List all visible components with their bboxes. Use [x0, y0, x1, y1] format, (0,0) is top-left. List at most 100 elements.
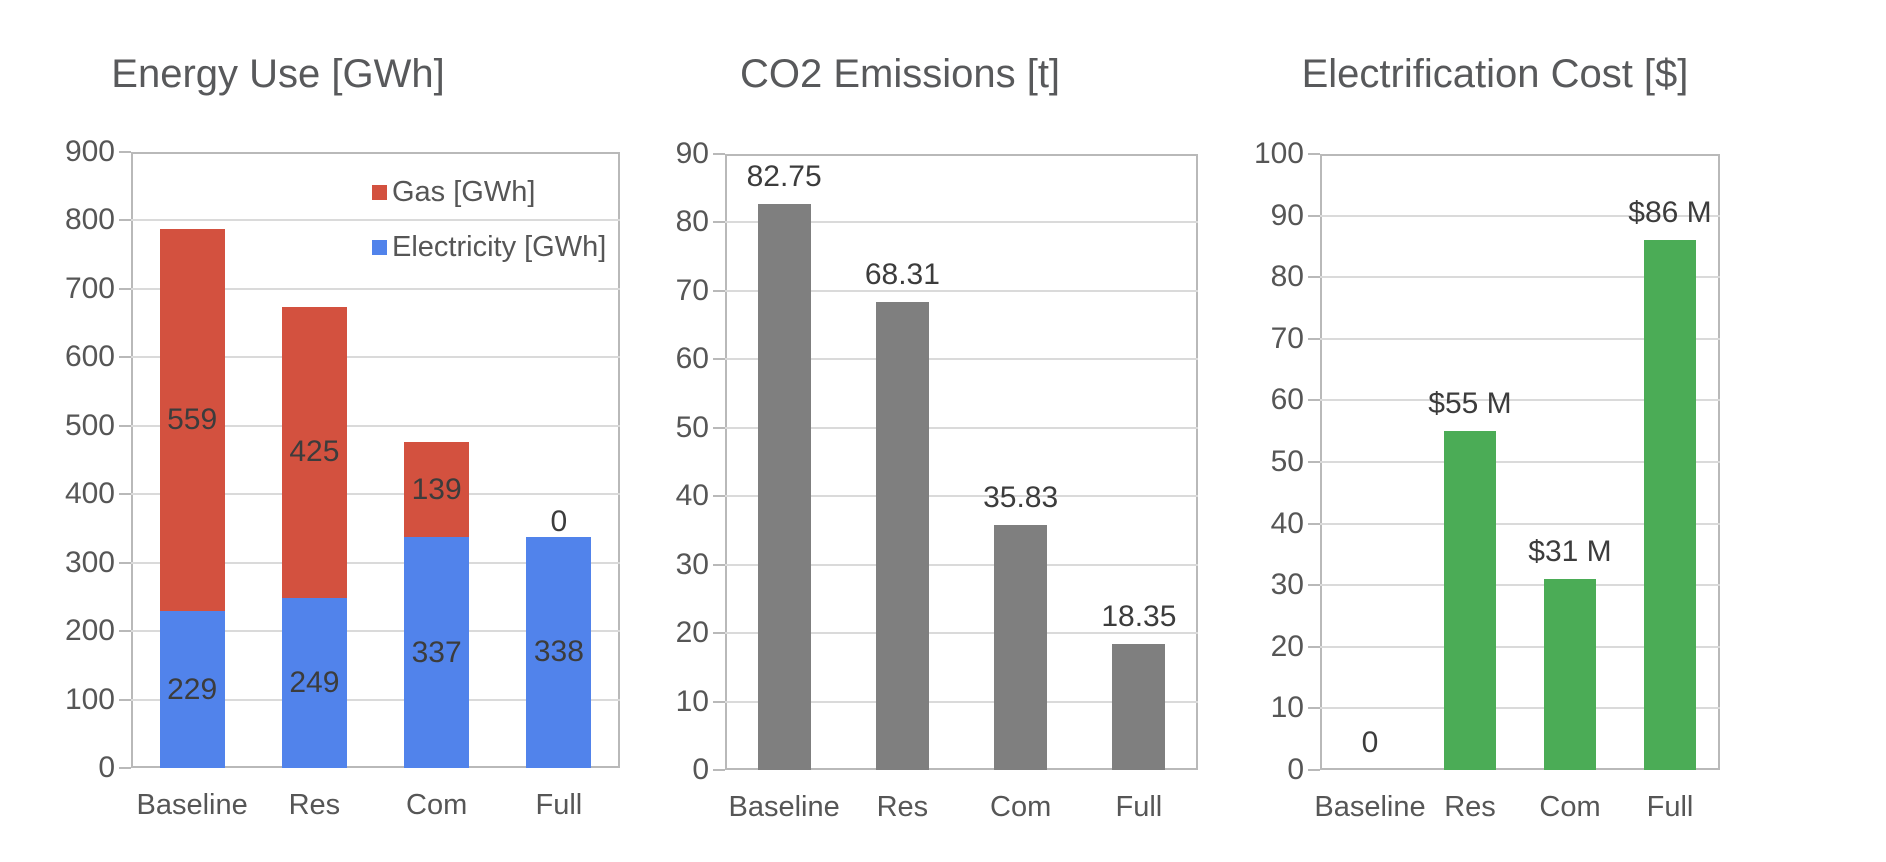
gridline	[725, 700, 1198, 703]
gridline	[1320, 399, 1720, 402]
y-axis-label: 70	[675, 273, 709, 307]
y-axis-label: 500	[64, 408, 115, 442]
y-axis-tick	[713, 221, 725, 224]
bar-value-label: $55 M	[1428, 387, 1512, 421]
x-axis-label: Res	[1444, 791, 1496, 823]
y-axis-tick	[1308, 214, 1320, 217]
bar-value-label: $86 M	[1628, 196, 1712, 230]
y-axis-tick	[1308, 522, 1320, 525]
gridline	[1320, 645, 1720, 648]
y-axis-label: 50	[675, 410, 709, 444]
gridline	[1320, 337, 1720, 340]
x-axis-label: Com	[406, 789, 468, 821]
gridline	[725, 289, 1198, 292]
x-axis-label: Full	[535, 789, 583, 821]
bar-segment	[1112, 644, 1166, 770]
gridline	[1320, 214, 1720, 217]
y-axis-label: 400	[64, 477, 115, 511]
bar-value-label: 82.75	[746, 159, 822, 193]
y-axis-label: 700	[64, 271, 115, 305]
gridline	[1320, 276, 1720, 279]
segment-value-label: 337	[411, 635, 462, 669]
chart-title-co2-emissions: CO2 Emissions [t]	[739, 52, 1061, 96]
gridline	[131, 287, 620, 290]
y-axis-tick	[713, 769, 725, 771]
y-axis-label: 10	[675, 684, 709, 718]
x-axis-label: Baseline	[1314, 791, 1426, 823]
segment-value-label: 139	[411, 472, 462, 506]
x-axis-label: Com	[990, 791, 1052, 823]
x-axis-label: Full	[1115, 791, 1163, 823]
gridline	[131, 493, 620, 496]
gridline	[725, 495, 1198, 498]
plot-area	[131, 152, 620, 768]
bar-value-label: 35.83	[983, 480, 1059, 514]
bar-segment	[1644, 240, 1696, 770]
bar-segment	[281, 306, 347, 598]
legend-label: Gas [GWh]	[392, 176, 536, 208]
bar-segment	[159, 611, 225, 768]
x-axis-label: Full	[1646, 791, 1694, 823]
x-axis-label: Res	[288, 789, 341, 821]
y-axis-label: 80	[1270, 260, 1304, 294]
y-axis-tick	[1308, 769, 1320, 771]
y-axis-label: 200	[64, 614, 115, 648]
legend-swatch	[372, 240, 387, 255]
y-axis-tick	[1308, 584, 1320, 587]
y-axis-tick	[713, 632, 725, 635]
legend-swatch	[372, 185, 387, 200]
bar-value-label: 18.35	[1101, 600, 1177, 634]
legend-label: Electricity [GWh]	[392, 231, 607, 263]
y-axis-label: 300	[64, 545, 115, 579]
gridline	[131, 630, 620, 633]
y-axis-label: 60	[675, 342, 709, 376]
gridline	[1320, 707, 1720, 710]
bar-segment	[994, 524, 1048, 770]
chart-title-electrification-cost: Electrification Cost [$]	[1301, 52, 1689, 96]
y-axis-label: 0	[98, 751, 115, 784]
gridline	[725, 632, 1198, 635]
segment-value-label: 338	[533, 635, 584, 669]
plot-area	[1320, 154, 1720, 770]
y-axis-label: 0	[1287, 753, 1304, 786]
y-axis-label: 800	[64, 203, 115, 237]
y-axis-label: 20	[675, 616, 709, 650]
bar-segment	[1544, 579, 1596, 770]
y-axis-tick	[1308, 153, 1320, 155]
y-axis-label: 0	[692, 753, 709, 786]
gridline	[131, 561, 620, 564]
y-axis-tick	[713, 289, 725, 292]
segment-value-label: 249	[289, 665, 340, 699]
bar-value-label: 0	[1361, 726, 1379, 759]
y-axis-label: 50	[1270, 445, 1304, 478]
y-axis-tick	[119, 493, 131, 496]
y-axis-tick	[1308, 461, 1320, 463]
gridline	[1320, 461, 1720, 463]
bar-segment	[404, 442, 470, 538]
gridline	[1320, 584, 1720, 587]
segment-value-label: 559	[167, 402, 218, 436]
bar-segment	[281, 597, 347, 768]
y-axis-label: 900	[64, 135, 115, 168]
gridline	[725, 563, 1198, 566]
y-axis-tick	[1308, 707, 1320, 710]
y-axis-tick	[119, 219, 131, 222]
y-axis-tick	[713, 700, 725, 703]
gridline	[131, 219, 620, 222]
x-axis-label: Baseline	[136, 789, 248, 821]
gridline	[725, 358, 1198, 361]
y-axis-label: 100	[1253, 137, 1304, 170]
x-axis-label: Res	[876, 791, 929, 823]
plot-area	[725, 154, 1198, 770]
bar-segment	[757, 203, 811, 770]
bar-segment	[1444, 431, 1496, 770]
y-axis-label: 30	[675, 547, 709, 581]
y-axis-tick	[713, 153, 725, 155]
y-axis-tick	[1308, 276, 1320, 279]
y-axis-tick	[1308, 645, 1320, 648]
y-axis-tick	[119, 287, 131, 290]
y-axis-tick	[713, 495, 725, 498]
y-axis-tick	[119, 561, 131, 564]
bar-value-label: $31 M	[1528, 535, 1612, 569]
